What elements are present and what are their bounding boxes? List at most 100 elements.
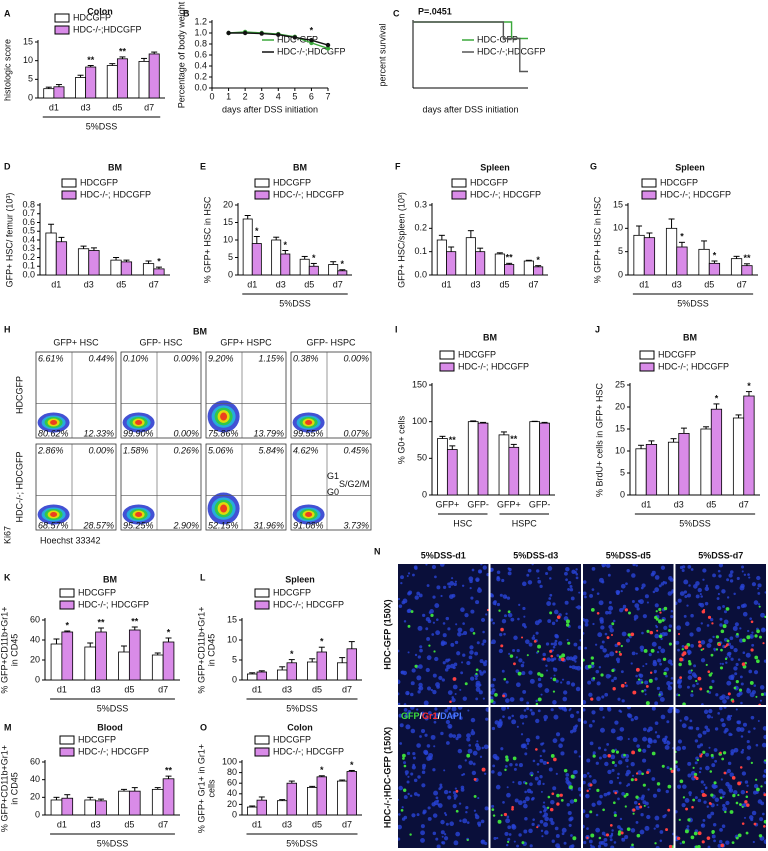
y-tick-label: 0.1	[22, 261, 35, 271]
gr1-cell	[617, 641, 621, 646]
nucleus	[554, 639, 558, 643]
bar	[504, 264, 515, 276]
nucleus	[722, 605, 725, 608]
group-label: 5%DSS	[97, 703, 129, 713]
nucleus	[600, 625, 605, 630]
nucleus	[669, 577, 674, 582]
gfp-cell	[690, 835, 695, 840]
bar	[128, 790, 141, 816]
nucleus	[599, 794, 603, 799]
gr1-cell	[607, 754, 611, 758]
nucleus	[467, 748, 473, 754]
gfp-cell	[407, 624, 411, 628]
nucleus	[525, 747, 528, 750]
nucleus	[636, 607, 640, 611]
nucleus	[663, 625, 668, 630]
bar	[539, 422, 550, 496]
nucleus	[675, 810, 678, 814]
legend-swatch	[451, 190, 467, 200]
gfp-cell	[572, 836, 577, 841]
nucleus	[532, 818, 535, 821]
gfp-cell	[587, 664, 592, 669]
nucleus	[637, 770, 642, 775]
legend-swatch	[639, 362, 655, 372]
nucleus	[523, 803, 528, 809]
nucleus	[411, 765, 416, 770]
bar	[708, 262, 721, 276]
nucleus	[718, 788, 724, 794]
gr1-cell	[719, 751, 722, 754]
nucleus	[595, 827, 601, 833]
nucleus	[517, 800, 523, 806]
gfp-cell	[681, 648, 685, 651]
nucleus	[717, 843, 722, 848]
nucleus	[451, 593, 456, 598]
nucleus	[653, 827, 656, 830]
nucleus	[407, 651, 410, 654]
nucleus	[583, 824, 585, 829]
nucleus	[569, 713, 575, 719]
nucleus	[659, 697, 665, 702]
gfp-cell	[475, 668, 479, 672]
nucleus	[663, 737, 668, 742]
nucleus	[724, 610, 728, 614]
nucleus	[759, 817, 764, 822]
nucleus	[625, 582, 628, 586]
nucleus	[539, 775, 543, 779]
gfp-cell	[687, 818, 691, 822]
gfp-cell	[539, 673, 544, 678]
nucleus	[592, 751, 596, 755]
nucleus	[544, 830, 549, 835]
nucleus	[607, 769, 612, 775]
nucleus	[587, 772, 590, 775]
nucleus	[511, 719, 517, 725]
x-tick-label: d5	[112, 102, 122, 112]
nucleus	[531, 822, 535, 827]
legend-swatch	[59, 735, 75, 745]
nucleus	[721, 824, 726, 828]
nucleus	[556, 654, 560, 657]
nucleus	[442, 633, 447, 638]
nucleus	[451, 577, 454, 580]
gr1-cell	[726, 643, 729, 647]
gfp-cell	[509, 654, 514, 658]
nucleus	[714, 727, 719, 731]
nucleus	[607, 573, 611, 577]
nucleus	[728, 573, 733, 578]
nucleus	[757, 592, 761, 595]
nucleus	[539, 584, 543, 588]
legend-swatch	[641, 190, 657, 200]
y-tick-label: 0.1	[414, 246, 427, 256]
bar	[120, 261, 133, 276]
gr1-cell	[731, 699, 735, 703]
quadrant-percent: 13.79%	[253, 428, 284, 438]
x-tick-label: d7	[144, 102, 154, 112]
nucleus	[717, 712, 721, 715]
gfp-cell	[613, 813, 617, 818]
nucleus	[670, 609, 674, 613]
gfp-cell	[648, 678, 653, 683]
gr1-cell	[701, 609, 706, 614]
gfp-cell	[726, 639, 730, 643]
legend-label: HDCGFP	[658, 349, 696, 359]
nucleus	[430, 734, 436, 740]
quadrant-percent: 28.57%	[82, 520, 114, 530]
nucleus	[741, 570, 744, 573]
nucleus	[532, 634, 535, 637]
nucleus	[502, 801, 505, 804]
density-contour	[50, 420, 58, 426]
nucleus	[719, 623, 723, 627]
quadrant-percent: 99.90%	[123, 428, 154, 438]
gr1-cell	[649, 630, 654, 635]
nucleus	[642, 665, 645, 668]
nucleus	[440, 641, 445, 647]
nucleus	[535, 699, 538, 703]
nucleus	[443, 836, 449, 841]
panel-letter: I	[395, 324, 398, 334]
gr1-cell	[612, 687, 616, 691]
nucleus	[542, 814, 546, 818]
nucleus	[508, 567, 512, 572]
nucleus	[447, 658, 451, 662]
bar	[446, 251, 457, 276]
nucleus	[402, 670, 408, 676]
